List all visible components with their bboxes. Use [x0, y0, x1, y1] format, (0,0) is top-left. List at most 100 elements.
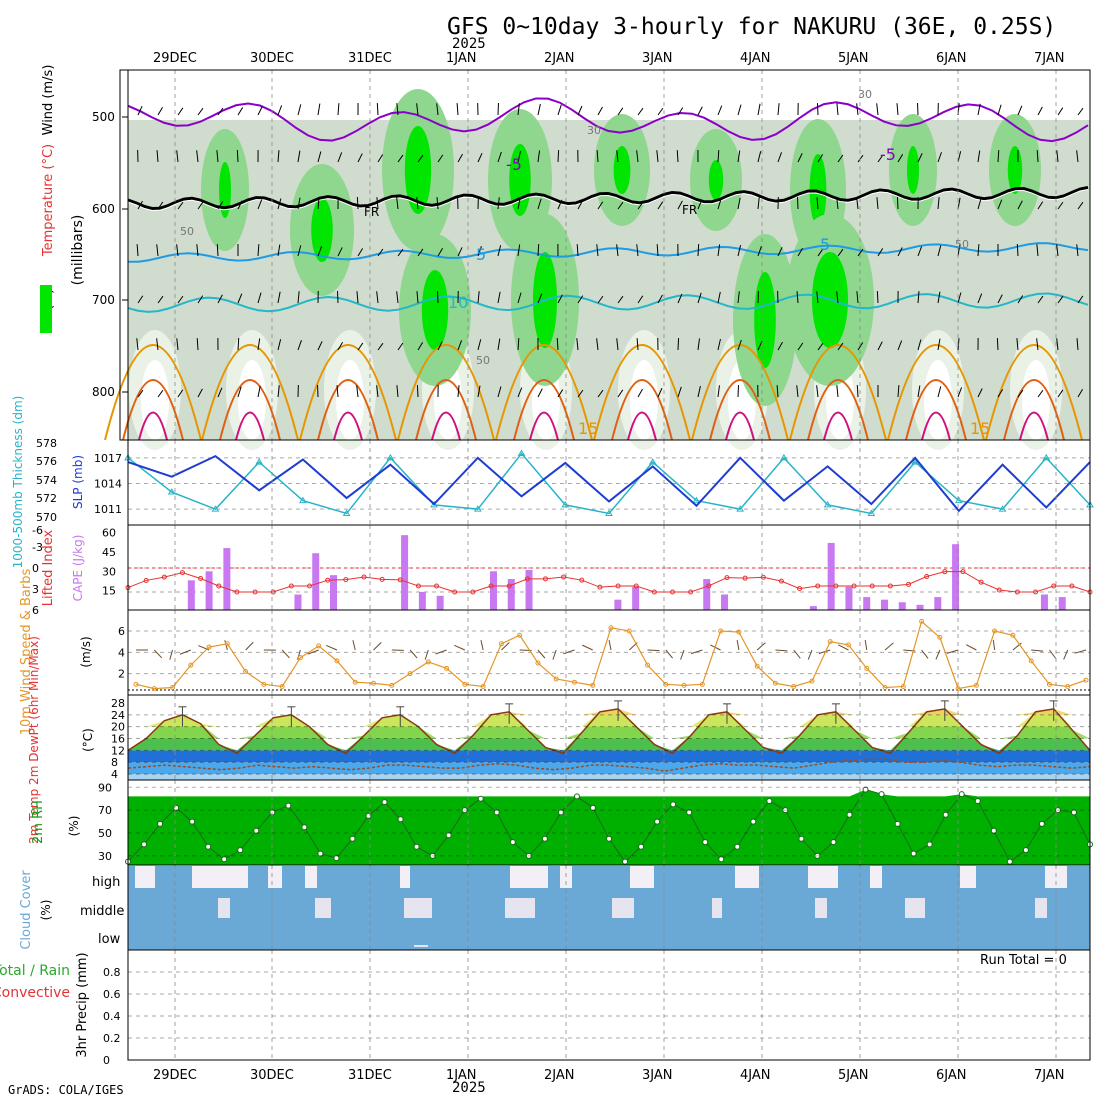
upper-ylabel-unit: (millibars) [70, 215, 86, 286]
wind-barb-10m [553, 650, 556, 660]
cape-bar [490, 571, 497, 610]
wind-tick-label: 6 [118, 625, 125, 638]
wind-barb-10m [1064, 650, 1068, 659]
rh-marker [542, 836, 547, 841]
rh-marker [607, 836, 612, 841]
date-label-top: 4JAN [740, 51, 771, 66]
rh-dry-core [238, 360, 266, 440]
rh-marker [478, 796, 483, 801]
cape-bar [632, 587, 639, 610]
cape-ylabel-cape: CAPE (J/kg) [71, 535, 85, 602]
wind-barb-10m [737, 640, 739, 650]
wind-barb-10m [1049, 650, 1055, 659]
rh-marker [751, 819, 756, 824]
cape-bar [223, 548, 230, 610]
rh-tick-label: 90 [98, 781, 112, 794]
contour-label-15: 15 [970, 419, 990, 438]
cloud-mid-block [905, 898, 925, 918]
rh-marker [767, 799, 772, 804]
run-total-label: Run Total = 0 [980, 953, 1067, 968]
rh-marker [334, 856, 339, 861]
credit-label: GrADS: COLA/IGES [8, 1083, 124, 1097]
precip-tick-label: 0.6 [103, 988, 121, 1001]
rh-marker [911, 851, 916, 856]
wind-barb [377, 103, 378, 115]
rh-marker [703, 840, 708, 845]
precip-tick-label: 0.2 [103, 1032, 121, 1045]
rh-marker [671, 802, 676, 807]
rh-legend-swatch [40, 285, 52, 333]
wind-barb [1017, 244, 1018, 256]
contour-label-fr: FR [364, 205, 379, 219]
cloud-high-block [192, 866, 230, 888]
date-label-top: 1JAN [446, 51, 477, 66]
rh-green-core [422, 270, 448, 350]
rh-marker [350, 836, 355, 841]
cloud-high-block [960, 866, 976, 888]
precip-label-total: Total / Rain [0, 963, 70, 979]
wind-barb-10m [353, 640, 355, 650]
rh-green-core [311, 198, 333, 262]
rh-marker [863, 787, 868, 792]
rh-marker [1039, 821, 1044, 826]
cloud-high-block [510, 866, 548, 888]
cloud-mid-block [712, 898, 722, 918]
contour-label-50: 50 [180, 225, 194, 238]
wind-barb-10m [757, 643, 765, 650]
rh-marker [398, 817, 403, 822]
cloud-high-block [630, 866, 654, 888]
wind-barb-10m [326, 645, 337, 650]
cloud-high-block [808, 866, 838, 888]
wind-barb-10m [865, 640, 867, 650]
wind-barb-10m [538, 650, 545, 658]
cloud-high-block [735, 866, 759, 888]
rh-dry-core [141, 360, 169, 440]
rh2m-ylabel: 2m RH [31, 800, 46, 844]
cloud-high-block [870, 866, 882, 888]
rh-green-core [754, 272, 776, 368]
date-label-top: 7JAN [1034, 51, 1065, 66]
cloud-level-high: high [92, 875, 120, 890]
wind-barb-10m [563, 650, 574, 654]
year-label-top: 2025 [452, 36, 486, 52]
cape-bar [1041, 595, 1048, 610]
pressure-tick-label: 500 [92, 110, 115, 124]
cape-tick-label: 30 [102, 565, 116, 578]
date-label-bottom: 5JAN [838, 1068, 869, 1083]
cloud-high-block [400, 866, 410, 888]
year-label-bottom: 2025 [452, 1080, 486, 1096]
wind-barb-10m [936, 650, 940, 659]
date-label-bottom: 31DEC [348, 1068, 392, 1083]
cloud-high-block [135, 866, 155, 888]
wind-barb-10m [170, 650, 173, 660]
wind-barb-10m [374, 642, 382, 650]
cape-bar [828, 543, 835, 610]
cape-bar [899, 602, 906, 610]
cape-bar [206, 571, 213, 610]
date-label-bottom: 2JAN [544, 1068, 575, 1083]
cape-bar [437, 596, 444, 610]
date-label-bottom: 30DEC [250, 1068, 294, 1083]
rh-marker [590, 805, 595, 810]
rh-dry-core [630, 360, 658, 440]
cape-bar [863, 597, 870, 610]
rh-dry-core [924, 360, 952, 440]
wind-barb-10m [808, 650, 812, 660]
wind-barb-10m [922, 650, 928, 658]
wind10-panel [128, 619, 1090, 690]
wind-barb-10m [666, 650, 673, 658]
date-label-top: 2JAN [544, 51, 575, 66]
contour-label-5: 5 [476, 245, 486, 264]
wind-barb-10m [794, 650, 801, 658]
wind-barb [558, 150, 559, 162]
wind-barb-10m [648, 650, 660, 651]
cape-bar [401, 535, 408, 610]
wind-barb-10m [454, 645, 465, 650]
cape-panel [126, 535, 1092, 610]
wind-barb [877, 291, 878, 303]
cloud-ylabel: Cloud Cover [19, 870, 34, 950]
rh-marker [302, 825, 307, 830]
rh-marker [174, 805, 179, 810]
